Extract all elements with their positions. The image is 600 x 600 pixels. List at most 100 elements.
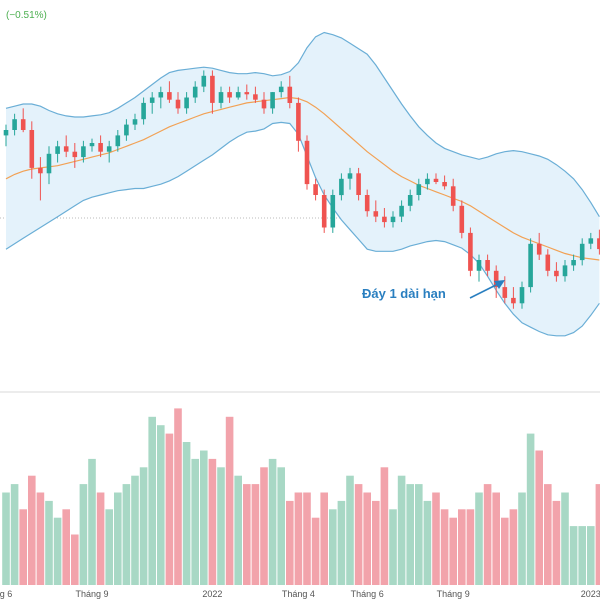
candle-body — [407, 195, 413, 206]
candle — [554, 262, 559, 282]
candle — [416, 178, 422, 201]
candle — [106, 140, 112, 163]
volume-bar — [458, 509, 466, 585]
candle — [3, 124, 9, 147]
moving-average-line — [5, 96, 600, 261]
upper-band-line — [5, 31, 600, 218]
candle — [459, 200, 465, 239]
candle-body — [347, 173, 353, 179]
x-tick-label: g 6 — [0, 589, 12, 599]
x-axis-ticks: g 6 Tháng 9 2022 Tháng 4 Tháng 6 Tháng 9 2023 — [0, 589, 600, 599]
candle-body — [287, 86, 293, 103]
candle — [184, 92, 189, 114]
volume-bar — [88, 458, 96, 585]
candle-body — [158, 92, 164, 98]
volume-bar — [346, 475, 354, 585]
volume-bar — [587, 526, 595, 585]
candle-body — [364, 195, 370, 212]
candle — [468, 227, 473, 277]
volume-bars — [2, 408, 600, 585]
candle-body — [502, 287, 508, 298]
candle — [287, 75, 293, 109]
volume-bar — [286, 500, 294, 585]
volume-bar — [535, 450, 543, 585]
candle-body — [227, 92, 232, 98]
candle-body — [210, 75, 215, 103]
candle-body — [304, 140, 310, 185]
volume-bar — [329, 509, 337, 585]
header-change-text: (−0.51%) — [6, 10, 47, 21]
candle-body — [511, 297, 516, 304]
candle-body — [72, 151, 78, 158]
candle — [38, 157, 43, 201]
candle-body — [132, 119, 138, 125]
volume-bar — [79, 484, 88, 585]
candle-body — [416, 184, 422, 195]
volume-bar — [561, 492, 569, 585]
candle-body — [3, 130, 9, 136]
candle — [89, 138, 95, 152]
candle — [72, 143, 78, 168]
candle — [545, 249, 551, 277]
x-tick-label: Tháng 9 — [437, 589, 470, 599]
candle — [485, 254, 490, 277]
volume-bar — [569, 526, 578, 585]
candle-body — [218, 92, 224, 103]
candle-body — [313, 184, 318, 195]
bollinger-band-lines — [5, 31, 600, 337]
candle-body — [330, 195, 336, 228]
candle — [201, 70, 207, 93]
candle — [597, 229, 600, 255]
candle-body — [459, 205, 465, 233]
candle-body — [12, 119, 17, 130]
candle-body — [468, 232, 473, 271]
volume-bar — [174, 408, 182, 585]
volume-bar — [372, 500, 380, 585]
candle — [253, 86, 258, 103]
candle-body — [201, 75, 207, 87]
x-tick-label: 2023 — [581, 589, 600, 599]
candle-body — [536, 243, 542, 255]
candle — [390, 211, 396, 228]
volume-bar — [114, 492, 122, 585]
candle-body — [476, 260, 482, 271]
candle — [425, 173, 430, 190]
volume-bar — [268, 458, 277, 585]
arrow-head — [494, 280, 505, 289]
volume-bar — [277, 467, 285, 585]
candle — [579, 238, 585, 266]
candle-body — [519, 287, 525, 304]
candle — [536, 232, 542, 260]
x-tick-label: Tháng 9 — [75, 589, 108, 599]
candle — [519, 281, 525, 309]
candle — [175, 92, 181, 114]
candle-body — [270, 92, 275, 109]
candle — [98, 135, 103, 158]
volume-bar — [578, 526, 586, 585]
candle-body — [167, 92, 172, 100]
candle-body — [321, 195, 327, 228]
candle — [124, 119, 129, 141]
volume-bar — [139, 467, 148, 585]
candle-body — [597, 238, 600, 250]
candle — [373, 200, 379, 223]
volume-bar — [45, 500, 53, 585]
candle — [20, 108, 26, 133]
volume-bar — [415, 484, 423, 585]
candle — [261, 92, 267, 114]
candle-body — [296, 102, 301, 141]
volume-bar — [483, 484, 492, 585]
candle-body — [382, 216, 387, 223]
candle — [132, 113, 138, 130]
volume-bar — [501, 517, 509, 585]
volume-bar — [440, 509, 449, 585]
volume-bar — [303, 492, 311, 585]
candle-body — [20, 119, 26, 130]
candle — [158, 86, 164, 109]
candle — [442, 175, 447, 190]
candle-body — [493, 270, 499, 288]
volume-bar — [311, 517, 320, 585]
volume-bar — [595, 484, 600, 585]
candle — [218, 86, 224, 109]
volume-bar — [518, 492, 526, 585]
